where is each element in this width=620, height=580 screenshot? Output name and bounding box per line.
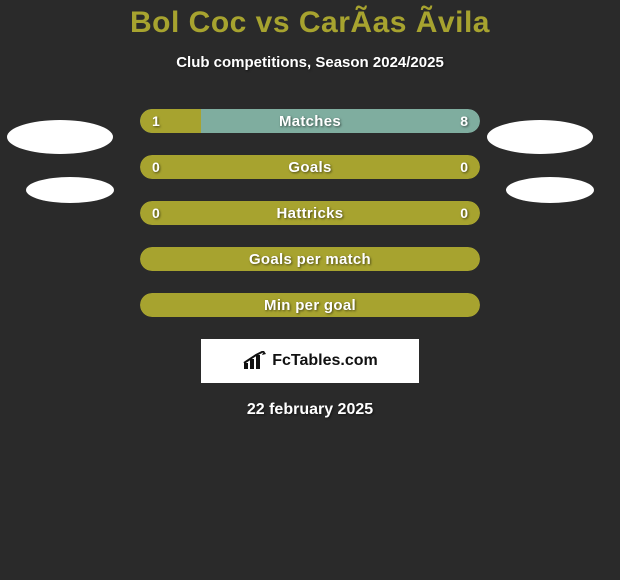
bar-row-min-per-goal: Min per goal — [140, 293, 480, 317]
bar-label: Goals per match — [140, 247, 480, 271]
date-text: 22 february 2025 — [0, 401, 620, 419]
bar-row-hattricks: 00Hattricks — [140, 201, 480, 225]
avatar-right-top — [485, 118, 595, 156]
bar-row-goals: 00Goals — [140, 155, 480, 179]
subtitle: Club competitions, Season 2024/2025 — [0, 54, 620, 71]
brand-text: FcTables.com — [272, 352, 378, 370]
bar-row-goals-per-match: Goals per match — [140, 247, 480, 271]
page-title: Bol Coc vs CarÃ­as Ãvila — [0, 6, 620, 40]
bar-label: Hattricks — [140, 201, 480, 225]
bar-label: Min per goal — [140, 293, 480, 317]
avatar-left-mid — [24, 175, 116, 205]
bar-label: Goals — [140, 155, 480, 179]
avatar-left-top — [5, 118, 115, 156]
bar-row-matches: 18Matches — [140, 109, 480, 133]
bar-chart-icon — [242, 351, 268, 371]
bar-label: Matches — [140, 109, 480, 133]
brand-box: FcTables.com — [201, 339, 419, 383]
infographic-root: Bol Coc vs CarÃ­as Ãvila Club competitio… — [0, 0, 620, 419]
avatar-right-mid — [504, 175, 596, 205]
brand-inner: FcTables.com — [242, 351, 378, 371]
comparison-bars: 18Matches 00Goals 00Hattricks Goals per mat… — [140, 109, 480, 317]
